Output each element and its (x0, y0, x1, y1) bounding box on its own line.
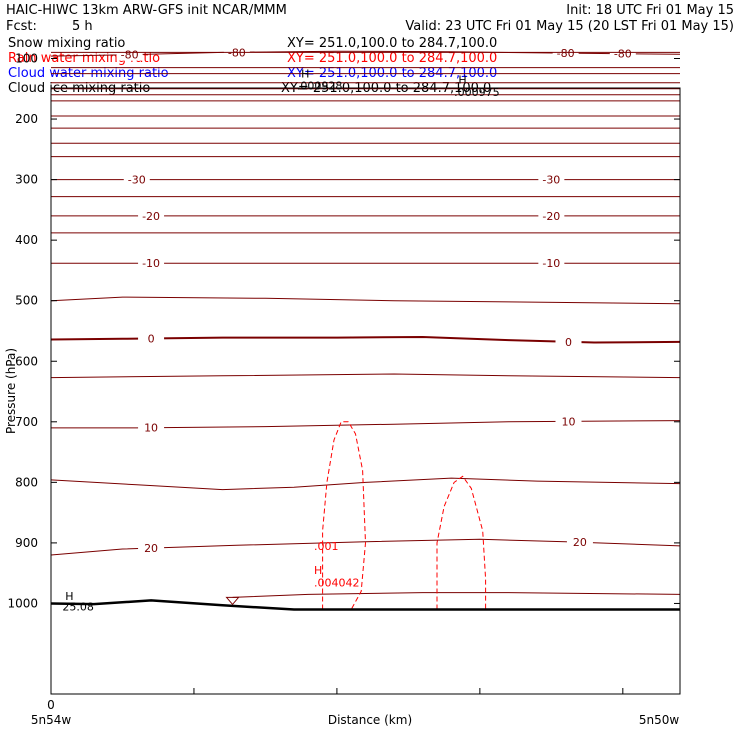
contour-label: -10 (542, 257, 560, 270)
ground-marker (225, 596, 240, 606)
contour-label-bg (538, 209, 565, 222)
x-end-label-left: 5n54w (31, 713, 72, 727)
temperature-contour (50, 538, 681, 556)
annotation-label: .004042 (314, 576, 360, 589)
y-axis-label: Pressure (hPa) (4, 348, 18, 434)
contour-label-bg (138, 421, 165, 434)
contour-label: 0 (565, 336, 572, 349)
header-fcst-value: 5 h (72, 19, 93, 34)
contour-label-bg (555, 415, 582, 428)
rain-contour (436, 475, 487, 610)
plot-frame (50, 87, 681, 695)
contour-label-bg (123, 173, 150, 186)
annotation-label: H (458, 74, 466, 87)
y-tick-label: 900 (15, 536, 38, 550)
header-init: Init: 18 UTC Fri 01 May 15 (566, 3, 734, 18)
annotation-label: H (301, 68, 309, 81)
header-title: HAIC-HIWC 13km ARW-GFS init NCAR/MMM (6, 3, 287, 18)
annotation-label: H (65, 590, 73, 603)
legend-snow-name: Snow mixing ratio (8, 36, 125, 51)
x-axis-label: Distance (km) (328, 713, 412, 727)
temperature-contour (50, 296, 681, 305)
contour-label: -30 (128, 174, 146, 187)
rain-contours (322, 421, 487, 610)
contour-label-bg (538, 173, 565, 186)
temperature-contour (51, 420, 681, 429)
annotation-label: H (314, 564, 322, 577)
contour-label: -80 (121, 49, 139, 62)
annotation-label: .000928 (297, 80, 343, 93)
annotation-label: 25.08 (62, 600, 94, 613)
legend-rain-xy: XY= 251.0,100.0 to 284.7,100.0 (287, 51, 497, 66)
contour-label-bg (566, 536, 593, 549)
contour-label-bg (138, 332, 165, 345)
y-tick-label: 500 (15, 294, 38, 308)
x-axis: 0 (47, 688, 624, 712)
contour-label: -80 (614, 48, 632, 61)
contour-label: -80 (557, 47, 575, 60)
contour-label: 20 (144, 542, 158, 555)
contour-label-bg (555, 335, 582, 348)
y-tick-label: 1000 (7, 596, 38, 610)
contour-label-bg (552, 47, 579, 60)
contour-label-bg (609, 47, 636, 60)
temperature-contour (50, 477, 681, 491)
contour-label-bg (138, 542, 165, 555)
contour-label: 0 (148, 333, 155, 346)
annotation-label: .001 (314, 540, 339, 553)
contour-label: 10 (144, 422, 158, 435)
rain-contour (322, 421, 367, 610)
contour-label-bg (138, 257, 165, 270)
contour-label-bg (538, 257, 565, 270)
y-tick-label: 100 (15, 52, 38, 66)
temperature-contour (50, 373, 681, 379)
y-tick-label: 800 (15, 475, 38, 489)
ground-surface (50, 599, 680, 611)
header-fcst-label: Fcst: (6, 19, 37, 34)
temperature-contour (232, 592, 681, 598)
contour-label: -10 (142, 257, 160, 270)
contour-label: 20 (573, 536, 587, 549)
x-tick-label: 0 (47, 698, 55, 712)
y-tick-label: 300 (15, 173, 38, 187)
x-end-label-right: 5n50w (639, 713, 680, 727)
contour-label: -20 (142, 210, 160, 223)
contour-label: 10 (561, 415, 575, 428)
y-tick-label: 600 (15, 354, 38, 368)
contour-label-bg (138, 209, 165, 222)
legend-snow-xy: XY= 251.0,100.0 to 284.7,100.0 (287, 36, 497, 51)
y-tick-label: 700 (15, 415, 38, 429)
contour-label-bg (116, 48, 143, 61)
contour-label: -20 (542, 210, 560, 223)
y-tick-label: 400 (15, 233, 38, 247)
y-tick-label: 200 (15, 112, 38, 126)
annotation-label: .000975 (454, 86, 500, 99)
ground-line (50, 596, 680, 611)
header-valid: Valid: 23 UTC Fri 01 May 15 (20 LST Fri … (405, 19, 734, 34)
contour-label: -30 (542, 174, 560, 187)
